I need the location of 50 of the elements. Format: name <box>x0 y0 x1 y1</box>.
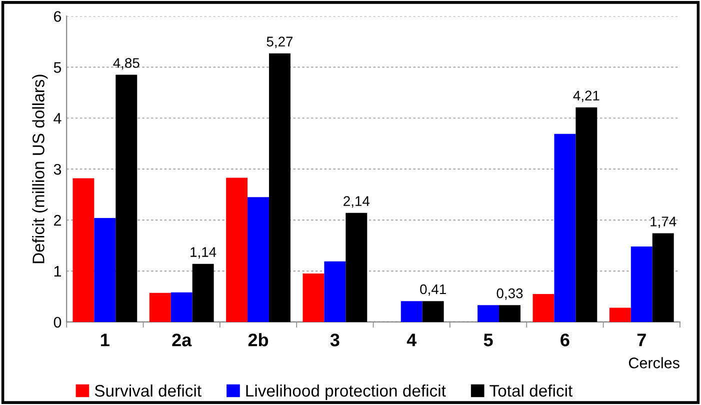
x-tick-label: 5 <box>484 334 493 346</box>
bar <box>400 301 422 322</box>
legend-label: Livelihood protection deficit <box>246 384 446 400</box>
x-tick-label: 2b <box>248 333 268 346</box>
bar <box>324 261 346 322</box>
bar <box>576 107 598 322</box>
bar <box>652 233 674 322</box>
bar <box>94 218 116 322</box>
y-tick-label: 4 <box>54 113 62 124</box>
bar <box>422 301 444 322</box>
bar <box>226 178 248 322</box>
x-tick-label: 4 <box>406 334 417 346</box>
bar <box>478 305 500 322</box>
bar <box>302 274 324 322</box>
data-label: 0,41 <box>420 284 446 296</box>
bar <box>72 178 94 322</box>
bar <box>499 305 520 322</box>
x-tick-label: 1 <box>101 334 110 346</box>
bar <box>269 53 290 322</box>
x-tick-label: 7 <box>637 334 646 346</box>
x-axis-title: Cercles <box>628 357 680 368</box>
bar <box>609 308 631 322</box>
x-tick-label: 2a <box>172 334 192 346</box>
data-label: 5,27 <box>266 36 293 48</box>
legend-label: Survival deficit <box>94 384 202 397</box>
bar <box>170 292 192 322</box>
y-tick-label: 5 <box>54 62 62 73</box>
data-label: 4,85 <box>113 58 140 70</box>
bar <box>149 292 171 322</box>
y-tick-label: 6 <box>54 11 62 22</box>
bar <box>346 212 368 322</box>
y-tick-label: 0 <box>54 316 62 328</box>
bar <box>630 246 652 322</box>
y-tick-label: 3 <box>54 164 62 175</box>
bar <box>248 197 270 322</box>
legend-label: Total deficit <box>490 384 573 397</box>
bar <box>532 294 554 322</box>
bar <box>116 74 138 322</box>
data-label: 2,14 <box>344 196 370 208</box>
y-tick-label: 2 <box>54 214 61 226</box>
y-axis-title: Deficit (million US dollars) <box>32 74 48 264</box>
data-label: 1,74 <box>650 216 676 228</box>
data-label: 4,21 <box>573 90 600 102</box>
x-tick-label: 3 <box>330 334 340 346</box>
bar <box>192 264 214 322</box>
x-tick-label: 6 <box>560 334 570 346</box>
data-label: 0,33 <box>496 288 523 300</box>
y-tick-label: 1 <box>54 266 61 277</box>
data-label: 1,14 <box>190 247 216 259</box>
bar <box>554 134 576 322</box>
